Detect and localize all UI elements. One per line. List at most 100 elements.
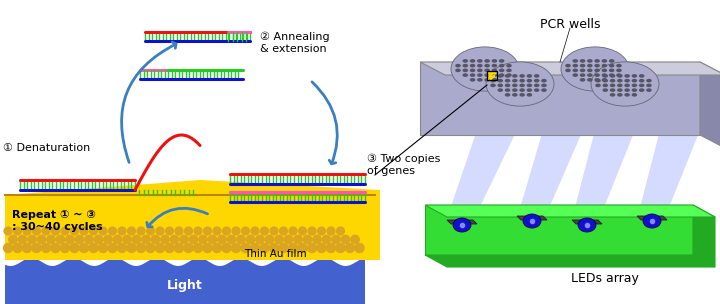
Ellipse shape — [595, 79, 600, 82]
Ellipse shape — [469, 73, 475, 77]
Ellipse shape — [580, 59, 585, 63]
Ellipse shape — [477, 73, 482, 77]
Ellipse shape — [610, 93, 616, 97]
Ellipse shape — [541, 88, 546, 92]
Circle shape — [79, 244, 89, 253]
Ellipse shape — [519, 79, 525, 82]
Circle shape — [184, 227, 192, 235]
Ellipse shape — [490, 84, 496, 87]
Ellipse shape — [477, 78, 482, 82]
Circle shape — [303, 235, 312, 244]
Ellipse shape — [498, 74, 503, 78]
Circle shape — [246, 235, 255, 244]
Ellipse shape — [616, 64, 622, 67]
Ellipse shape — [617, 93, 623, 97]
Circle shape — [99, 227, 107, 235]
Ellipse shape — [534, 79, 539, 82]
Ellipse shape — [526, 88, 532, 92]
Circle shape — [308, 227, 316, 235]
Ellipse shape — [572, 64, 578, 67]
Circle shape — [132, 235, 140, 244]
Circle shape — [241, 244, 250, 253]
Circle shape — [28, 235, 36, 244]
Ellipse shape — [603, 79, 608, 82]
Ellipse shape — [617, 79, 623, 82]
Circle shape — [318, 227, 325, 235]
Circle shape — [492, 71, 495, 74]
Ellipse shape — [587, 78, 593, 82]
Circle shape — [156, 227, 164, 235]
Circle shape — [161, 235, 169, 244]
Circle shape — [228, 235, 235, 244]
Circle shape — [189, 235, 198, 244]
Circle shape — [488, 74, 491, 77]
Ellipse shape — [462, 59, 468, 63]
Ellipse shape — [519, 84, 525, 87]
Circle shape — [487, 77, 490, 79]
Ellipse shape — [639, 74, 644, 78]
Circle shape — [317, 244, 326, 253]
Ellipse shape — [617, 74, 623, 78]
Circle shape — [61, 227, 69, 235]
Circle shape — [4, 244, 12, 253]
Ellipse shape — [499, 73, 505, 77]
Ellipse shape — [587, 64, 593, 67]
Text: ② Annealing
& extension: ② Annealing & extension — [260, 32, 330, 54]
Ellipse shape — [492, 78, 498, 82]
Circle shape — [89, 244, 98, 253]
Ellipse shape — [587, 73, 593, 77]
Ellipse shape — [610, 88, 616, 92]
Ellipse shape — [631, 88, 637, 92]
Ellipse shape — [451, 47, 519, 91]
Ellipse shape — [580, 78, 585, 82]
Ellipse shape — [477, 59, 482, 63]
Circle shape — [4, 227, 12, 235]
Circle shape — [256, 235, 264, 244]
Polygon shape — [693, 205, 715, 267]
Circle shape — [492, 75, 495, 78]
Bar — [487, 71, 497, 80]
Circle shape — [488, 72, 490, 74]
Circle shape — [312, 235, 321, 244]
Circle shape — [147, 227, 154, 235]
Circle shape — [194, 244, 202, 253]
Circle shape — [299, 227, 307, 235]
Ellipse shape — [646, 88, 652, 92]
Text: Thin Au film: Thin Au film — [243, 249, 306, 259]
Circle shape — [337, 227, 344, 235]
Ellipse shape — [505, 93, 510, 97]
Circle shape — [346, 244, 354, 253]
Ellipse shape — [492, 64, 498, 67]
Ellipse shape — [603, 88, 608, 92]
Circle shape — [217, 235, 226, 244]
Circle shape — [76, 235, 84, 244]
Polygon shape — [637, 216, 667, 220]
Circle shape — [113, 235, 122, 244]
Circle shape — [222, 227, 230, 235]
Ellipse shape — [639, 79, 644, 82]
Ellipse shape — [565, 69, 571, 72]
Circle shape — [298, 244, 307, 253]
Circle shape — [9, 235, 17, 244]
Ellipse shape — [477, 69, 482, 72]
Circle shape — [251, 227, 259, 235]
Ellipse shape — [519, 74, 525, 78]
Ellipse shape — [534, 74, 539, 78]
Circle shape — [487, 78, 490, 80]
Ellipse shape — [624, 74, 630, 78]
Polygon shape — [447, 220, 477, 224]
Circle shape — [94, 235, 103, 244]
Circle shape — [355, 244, 364, 253]
Ellipse shape — [462, 69, 468, 72]
Polygon shape — [5, 180, 380, 260]
Polygon shape — [573, 130, 635, 215]
Circle shape — [14, 227, 22, 235]
Circle shape — [341, 235, 350, 244]
Circle shape — [32, 227, 40, 235]
Ellipse shape — [587, 59, 593, 63]
Circle shape — [204, 227, 212, 235]
Polygon shape — [425, 255, 715, 267]
Text: LEDs array: LEDs array — [571, 272, 639, 285]
Circle shape — [174, 244, 184, 253]
Ellipse shape — [602, 59, 607, 63]
